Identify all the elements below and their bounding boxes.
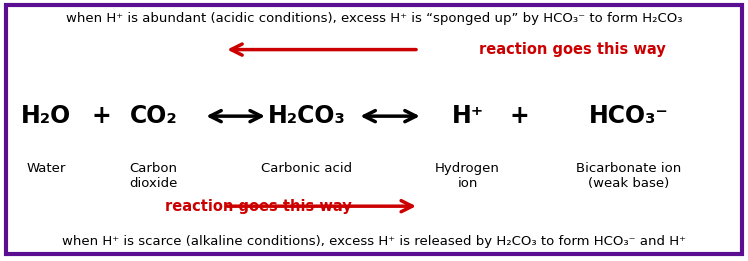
Text: +: + (510, 104, 530, 128)
Text: when H⁺ is scarce (alkaline conditions), excess H⁺ is released by H₂CO₃ to form : when H⁺ is scarce (alkaline conditions),… (62, 235, 686, 248)
Text: Water: Water (27, 162, 66, 175)
Text: Bicarbonate ion
(weak base): Bicarbonate ion (weak base) (576, 162, 681, 190)
Text: reaction goes this way: reaction goes this way (165, 199, 352, 214)
Text: CO₂: CO₂ (129, 104, 177, 128)
Text: Carbonic acid: Carbonic acid (261, 162, 352, 175)
Text: +: + (91, 104, 111, 128)
Text: HCO₃⁻: HCO₃⁻ (589, 104, 668, 128)
Text: Carbon
dioxide: Carbon dioxide (129, 162, 177, 190)
Text: H₂CO₃: H₂CO₃ (268, 104, 346, 128)
Text: reaction goes this way: reaction goes this way (479, 42, 666, 57)
Text: H₂O: H₂O (21, 104, 72, 128)
Text: when H⁺ is abundant (acidic conditions), excess H⁺ is “sponged up” by HCO₃⁻ to f: when H⁺ is abundant (acidic conditions),… (66, 12, 682, 25)
Text: Hydrogen
ion: Hydrogen ion (435, 162, 500, 190)
Text: H⁺: H⁺ (451, 104, 484, 128)
